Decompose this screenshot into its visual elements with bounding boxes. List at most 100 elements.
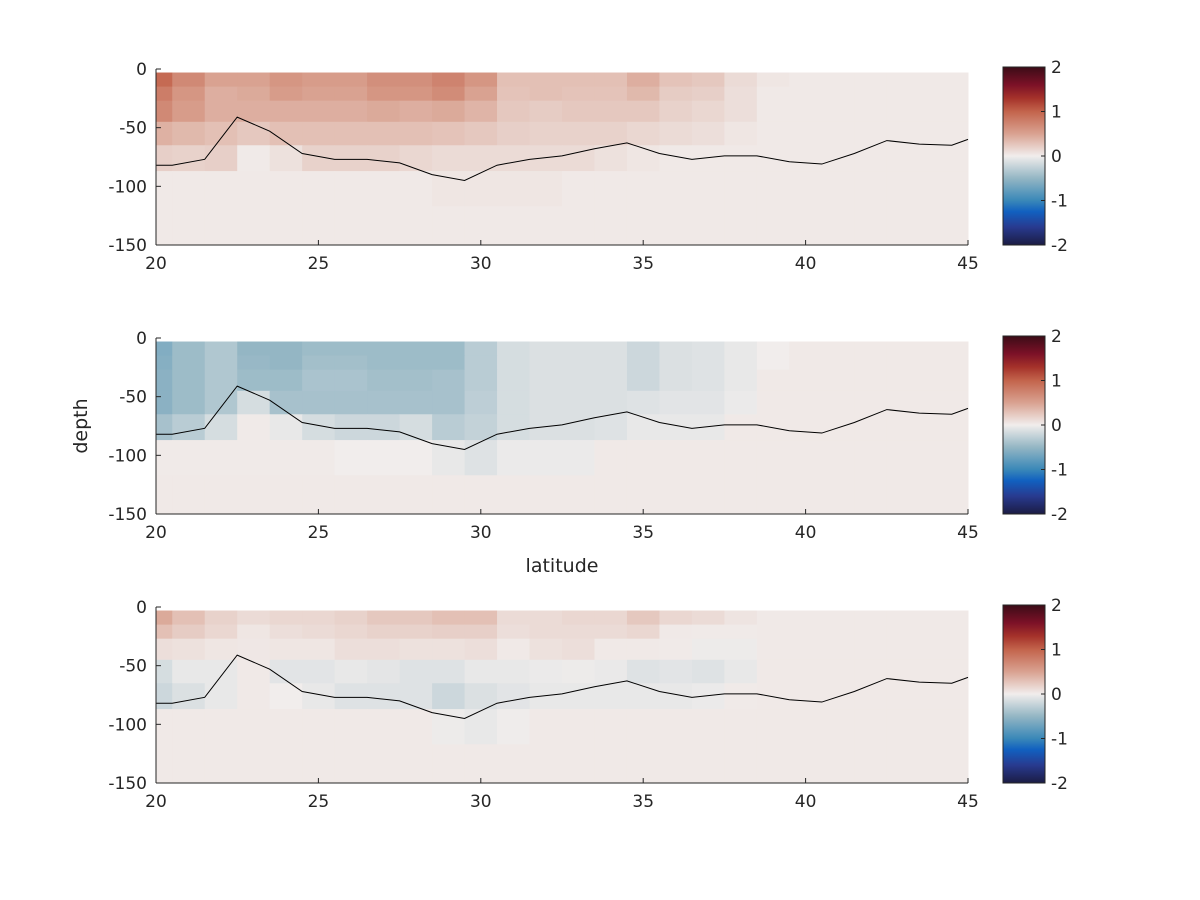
heatmap-cell <box>756 100 790 123</box>
heatmap-cell <box>919 171 953 207</box>
heatmap-cell <box>594 683 628 710</box>
heatmap-cell <box>951 390 969 415</box>
heatmap-cell <box>302 659 336 684</box>
heatmap-cell <box>237 72 271 88</box>
heatmap-cell <box>724 683 758 710</box>
x-tick-label: 40 <box>795 792 817 812</box>
heatmap-cell <box>789 638 823 661</box>
colorbar-tick-label: -2 <box>1051 505 1068 525</box>
heatmap-cell <box>756 744 790 784</box>
heatmap-cell <box>919 206 953 246</box>
heatmap-cell <box>691 744 725 784</box>
heatmap-cell <box>204 171 238 207</box>
heatmap-cell <box>789 100 823 123</box>
heatmap-cell <box>464 390 498 415</box>
x-tick-label: 45 <box>957 792 979 812</box>
heatmap-cell <box>237 744 271 784</box>
heatmap-cell <box>432 683 466 710</box>
heatmap-cell <box>562 390 595 415</box>
heatmap-cell <box>497 390 531 415</box>
heatmap-cell <box>399 683 433 710</box>
heatmap-cell <box>464 72 498 88</box>
heatmap-cell <box>951 171 969 207</box>
heatmap-cell <box>821 638 855 661</box>
heatmap-cell <box>659 72 693 88</box>
heatmap-cell <box>399 744 433 784</box>
heatmap-cell <box>854 72 888 88</box>
heatmap-cell <box>659 475 693 515</box>
heatmap-cell <box>204 121 238 146</box>
heatmap-cell <box>886 390 920 415</box>
heatmap-cell <box>626 355 660 371</box>
heatmap-cell <box>626 440 660 476</box>
heatmap-cell <box>204 206 238 246</box>
heatmap-cell <box>204 475 238 515</box>
heatmap-cell <box>529 390 563 415</box>
x-tick-label: 30 <box>470 254 492 274</box>
heatmap-cell <box>497 369 531 392</box>
x-tick-label: 25 <box>308 523 330 543</box>
heatmap-cell <box>367 659 401 684</box>
y-axis-label: depth <box>70 398 92 453</box>
heatmap-cell <box>334 341 368 357</box>
heatmap-cell <box>919 709 953 745</box>
heatmap-cell <box>302 206 336 246</box>
heatmap-cell <box>269 121 303 146</box>
heatmap-cell <box>464 341 498 357</box>
heatmap-cell <box>594 610 628 626</box>
heatmap-cell <box>367 86 401 102</box>
heatmap-cell <box>172 145 206 172</box>
heatmap-cell <box>334 145 368 172</box>
heatmap-cell <box>562 341 595 357</box>
heatmap-cell <box>367 72 401 88</box>
heatmap-cell <box>367 709 401 745</box>
heatmap-cell <box>497 171 531 207</box>
heatmap-cell <box>691 72 725 88</box>
heatmap-cell <box>562 355 595 371</box>
heatmap-cell <box>367 100 401 123</box>
heatmap-cell <box>497 72 531 88</box>
heatmap-cell <box>432 440 466 476</box>
heatmap-cell <box>659 121 693 146</box>
heatmap-cell <box>464 206 498 246</box>
heatmap-cell <box>302 390 336 415</box>
heatmap-cell <box>821 369 855 392</box>
heatmap-cell <box>529 171 563 207</box>
heatmap-cell <box>464 709 498 745</box>
colorbar-tick-label: -2 <box>1051 236 1068 256</box>
y-tick-label: 0 <box>136 60 147 80</box>
heatmap-cell <box>237 683 271 710</box>
heatmap-cell <box>156 475 173 515</box>
heatmap-cell <box>497 414 531 441</box>
heatmap-cell <box>886 145 920 172</box>
heatmap-cell <box>237 610 271 626</box>
heatmap-cell <box>302 475 336 515</box>
heatmap-cell <box>594 206 628 246</box>
heatmap-cell <box>432 171 466 207</box>
colorbar: 2 1 0 -1 -2 <box>1002 596 1068 794</box>
heatmap-cell <box>659 369 693 392</box>
heatmap-cell <box>789 414 823 441</box>
heatmap-cell <box>789 206 823 246</box>
heatmap-cell <box>269 709 303 745</box>
heatmap-cell <box>237 390 271 415</box>
heatmap-cell <box>156 624 173 640</box>
heatmap-cell <box>172 206 206 246</box>
heatmap-cell <box>821 709 855 745</box>
heatmap-cell <box>854 744 888 784</box>
heatmap-cell <box>302 624 336 640</box>
heatmap-cell <box>334 744 368 784</box>
heatmap-cell <box>659 440 693 476</box>
heatmap-cell <box>432 744 466 784</box>
heatmap-cell <box>237 121 271 146</box>
heatmap-cell <box>691 610 725 626</box>
heatmap-cell <box>269 100 303 123</box>
heatmap-cell <box>821 440 855 476</box>
heatmap-cell <box>854 624 888 640</box>
heatmap-cell <box>594 659 628 684</box>
heatmap-cell <box>269 369 303 392</box>
heatmap-cell <box>821 86 855 102</box>
heatmap-cell <box>691 638 725 661</box>
heatmap-cell <box>432 72 466 88</box>
heatmap-cell <box>237 624 271 640</box>
